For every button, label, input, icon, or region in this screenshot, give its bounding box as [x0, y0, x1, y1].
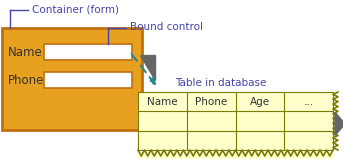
- Text: Container (form): Container (form): [32, 4, 119, 14]
- Bar: [44, 72, 132, 88]
- Polygon shape: [335, 112, 343, 135]
- Text: ...: ...: [304, 97, 314, 107]
- Polygon shape: [140, 55, 155, 80]
- Text: Bound control: Bound control: [130, 22, 203, 32]
- Bar: [2, 28, 142, 130]
- Text: Age: Age: [250, 97, 270, 107]
- Bar: [44, 44, 132, 60]
- Text: Name: Name: [147, 97, 178, 107]
- Text: Phone: Phone: [8, 73, 44, 86]
- Text: Phone: Phone: [195, 97, 227, 107]
- Bar: [138, 92, 333, 150]
- Text: Name: Name: [8, 45, 43, 59]
- Text: Table in database: Table in database: [175, 78, 267, 88]
